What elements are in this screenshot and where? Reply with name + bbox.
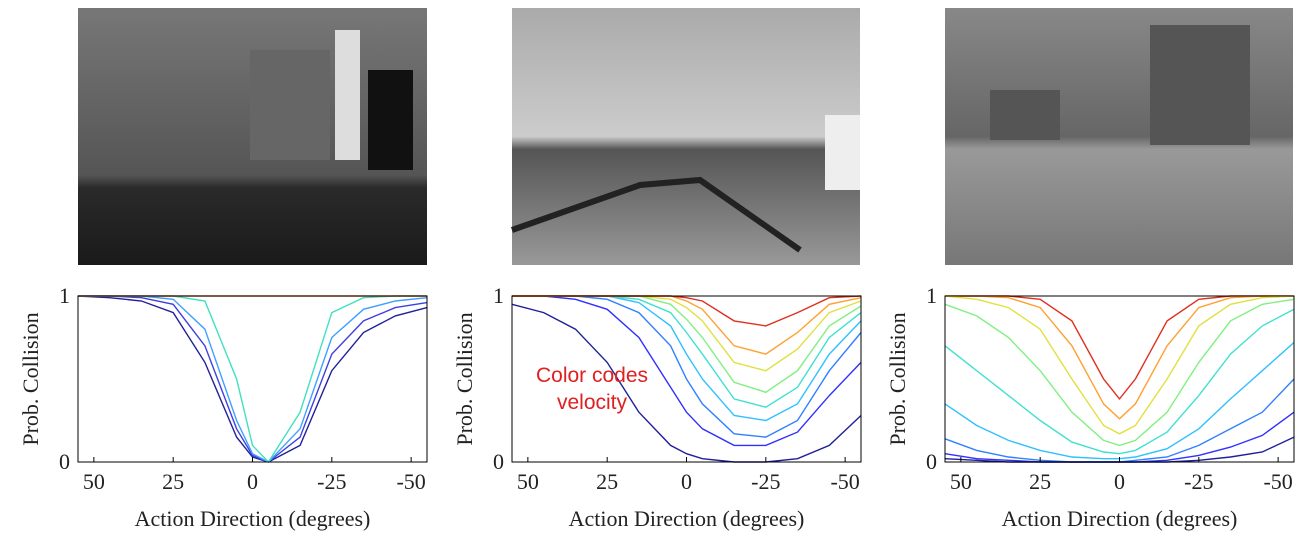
y-tick-label: 0 (59, 449, 70, 474)
x-tick-label: -50 (396, 469, 425, 494)
line (78, 295, 428, 463)
plot-frame (77, 295, 428, 463)
y-tick-label: 0 (493, 449, 504, 474)
y-tick-label: 1 (493, 283, 504, 308)
x-tick-label: -25 (317, 469, 346, 494)
line (944, 378, 1295, 463)
x-axis-label: Action Direction (degrees) (135, 506, 371, 531)
line (511, 303, 862, 463)
camera-image (511, 8, 860, 265)
line (77, 295, 428, 463)
x-tick-label: 50 (83, 469, 105, 494)
x-tick-label: 0 (1114, 469, 1125, 494)
line (78, 295, 428, 463)
y-axis-label: Prob. Collision (18, 312, 43, 445)
annotation: velocity (557, 391, 628, 414)
line (78, 295, 427, 464)
x-tick-label: 50 (950, 469, 972, 494)
x-tick-label: 0 (247, 469, 258, 494)
x-tick-label: 0 (681, 469, 692, 494)
camera-image (78, 8, 427, 265)
line (944, 295, 1295, 435)
line (945, 295, 1294, 420)
line (944, 298, 1295, 447)
camera-image (945, 8, 1293, 265)
x-tick-label: 25 (1029, 469, 1051, 494)
x-tick-label: -25 (1184, 469, 1213, 494)
y-tick-label: 0 (926, 449, 937, 474)
y-axis-label: Prob. Collision (885, 312, 910, 445)
line (512, 295, 862, 355)
x-tick-label: 50 (517, 469, 539, 494)
line (944, 308, 1295, 455)
x-tick-label: 25 (162, 469, 184, 494)
line (945, 295, 1294, 401)
x-axis-label: Action Direction (degrees) (1002, 506, 1238, 531)
y-tick-label: 1 (59, 283, 70, 308)
plot-frame (944, 295, 1295, 463)
x-tick-label: -50 (830, 469, 859, 494)
x-tick-label: -25 (751, 469, 780, 494)
y-axis-label: Prob. Collision (452, 312, 477, 445)
line (512, 295, 862, 447)
annotation: Color codes (536, 364, 648, 387)
x-tick-label: -50 (1263, 469, 1292, 494)
line (944, 341, 1295, 460)
x-tick-label: 25 (596, 469, 618, 494)
y-tick-label: 1 (926, 283, 937, 308)
x-axis-label: Action Direction (degrees) (569, 506, 805, 531)
